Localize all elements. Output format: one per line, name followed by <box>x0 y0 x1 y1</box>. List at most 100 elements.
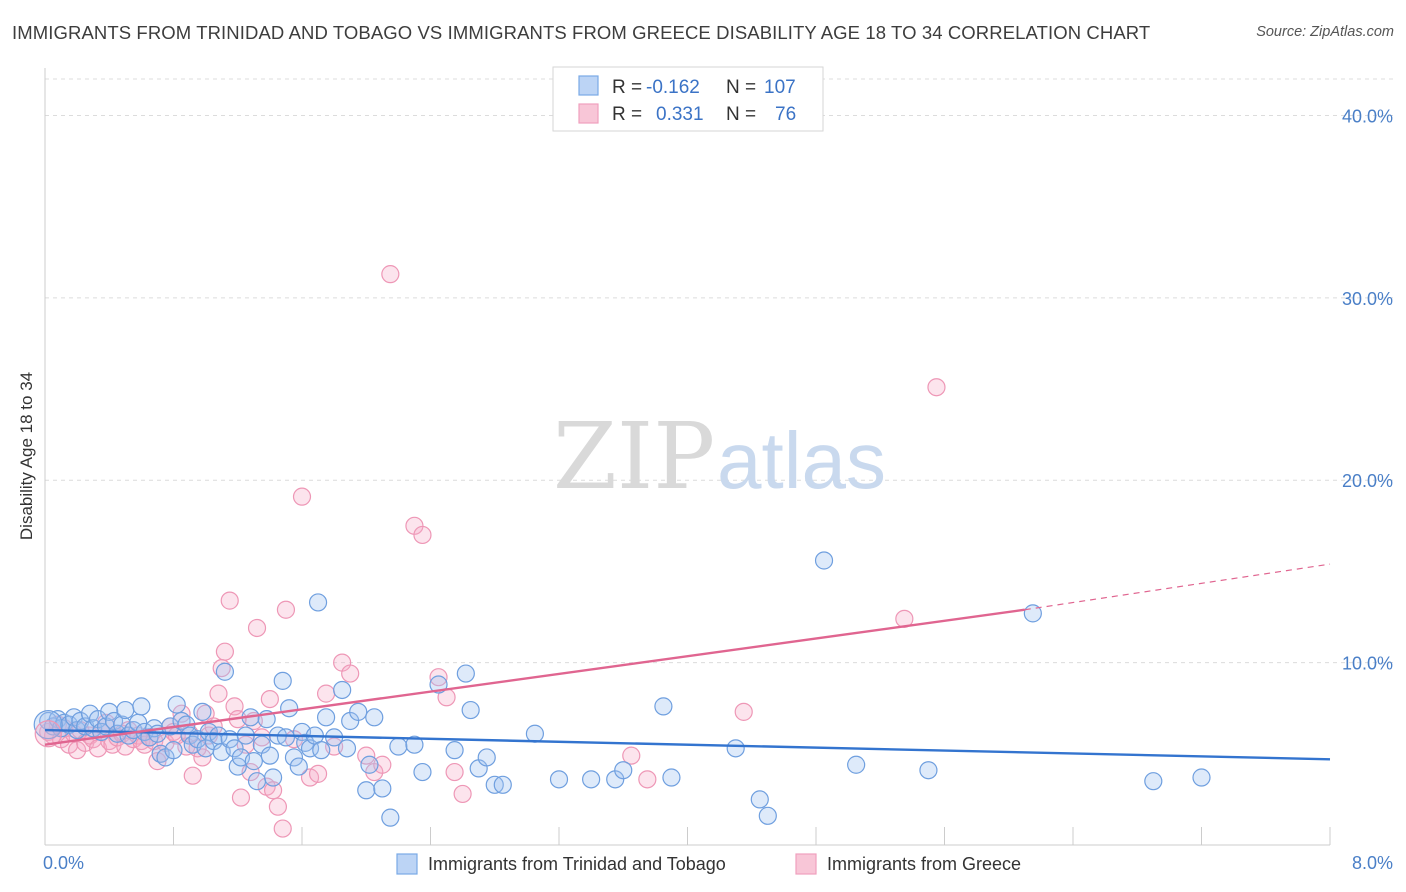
point-trinidad <box>349 702 368 721</box>
point-trinidad <box>225 739 244 758</box>
point-trinidad <box>360 755 379 774</box>
point-trinidad <box>525 724 545 743</box>
point-trinidad <box>445 741 464 760</box>
point-trinidad <box>273 671 292 690</box>
source-label: Source: ZipAtlas.com <box>1256 24 1394 40</box>
watermark-atlas: atlas <box>717 416 886 505</box>
point-greece <box>247 618 267 638</box>
trend-lines <box>44 563 1331 761</box>
point-greece <box>927 378 946 397</box>
point-greece <box>215 642 234 661</box>
watermark-zip: ZIP <box>553 403 715 510</box>
point-trinidad <box>199 722 218 742</box>
point-trinidad-cluster <box>33 710 63 740</box>
y-tick-label: 10.0% <box>1342 654 1393 674</box>
point-greece <box>316 684 336 703</box>
legend-n-label-2: N = <box>726 104 756 125</box>
point-trinidad <box>461 700 480 720</box>
x-tick-label-max: 8.0% <box>1352 853 1393 873</box>
legend-swatch-trinidad <box>578 75 599 96</box>
y-axis-title: Disability Age 18 to 34 <box>17 372 36 540</box>
point-trinidad <box>814 551 834 570</box>
bottom-legend-swatch-greece <box>795 853 817 875</box>
point-greece <box>172 704 191 723</box>
point-trinidad <box>316 708 336 727</box>
point-greece <box>273 819 292 838</box>
point-trinidad <box>549 770 569 789</box>
point-greece <box>308 764 328 783</box>
point-trinidad <box>132 697 151 716</box>
legend-r-label-2: R = <box>612 104 642 125</box>
point-greece <box>638 770 657 789</box>
point-greece <box>734 702 753 721</box>
point-greece <box>445 762 464 782</box>
point-trinidad <box>381 808 400 827</box>
legend-swatch-greece <box>578 103 599 124</box>
stats-legend: R = -0.162 N = 107 R = 0.331 N = 76 <box>552 66 824 132</box>
point-trinidad <box>167 695 186 714</box>
point-trinidad <box>654 697 673 716</box>
point-trinidad <box>215 662 234 681</box>
point-trinidad <box>758 806 777 825</box>
point-greece <box>209 684 228 703</box>
legend-n-value-1: 107 <box>764 77 796 98</box>
bottom-legend-label-greece: Immigrants from Greece <box>827 854 1021 874</box>
point-greece <box>231 788 251 807</box>
point-greece <box>268 797 288 816</box>
point-trinidad <box>413 762 432 782</box>
point-trinidad <box>477 748 496 767</box>
point-greece <box>252 728 271 747</box>
point-greece <box>453 784 472 804</box>
point-trinidad <box>373 779 392 798</box>
point-trinidad <box>405 735 424 754</box>
trend-line-greece <box>44 608 1025 746</box>
axes <box>44 68 1331 846</box>
point-trinidad <box>493 775 512 794</box>
point-trinidad <box>276 728 296 747</box>
chart-title: IMMIGRANTS FROM TRINIDAD AND TOBAGO VS I… <box>12 22 1151 43</box>
bottom-legend-label-trinidad: Immigrants from Trinidad and Tobago <box>428 854 726 874</box>
legend-r-value-2: 0.331 <box>656 104 704 125</box>
trend-line-greece-extension <box>1024 563 1331 611</box>
point-trinidad <box>365 708 384 727</box>
legend-n-value-2: 76 <box>775 104 796 125</box>
point-trinidad <box>263 768 283 787</box>
point-trinidad <box>337 739 357 758</box>
bottom-legend-swatch-trinidad <box>396 853 418 875</box>
legend-r-value-1: -0.162 <box>646 77 700 98</box>
point-greece <box>381 265 400 284</box>
y-tick-label: 30.0% <box>1342 289 1393 309</box>
point-greece <box>260 689 279 709</box>
point-greece <box>341 664 360 683</box>
point-trinidad <box>662 768 681 787</box>
legend-n-label-1: N = <box>726 77 756 98</box>
point-trinidad <box>456 664 475 683</box>
point-trinidad <box>1192 768 1211 787</box>
point-trinidad <box>244 752 263 771</box>
point-trinidad <box>847 755 866 774</box>
point-greece <box>220 591 239 610</box>
point-trinidad <box>1144 772 1163 791</box>
point-trinidad <box>389 737 408 756</box>
point-trinidad <box>284 748 304 767</box>
point-greece <box>183 766 202 785</box>
point-trinidad <box>289 757 308 776</box>
point-greece <box>276 600 296 619</box>
point-trinidad <box>333 680 352 700</box>
trend-line-trinidad <box>44 728 1331 761</box>
point-trinidad <box>260 746 279 765</box>
point-trinidad <box>308 593 328 612</box>
point-greece-cluster <box>34 720 62 748</box>
point-trinidad <box>614 761 633 780</box>
point-greece <box>373 755 392 774</box>
point-trinidad <box>726 739 745 758</box>
point-trinidad <box>312 741 331 760</box>
point-trinidad <box>582 770 601 789</box>
bottom-legend: Immigrants from Trinidad and Tobago Immi… <box>396 853 1021 875</box>
point-greece <box>413 525 432 545</box>
point-trinidad <box>100 702 119 721</box>
point-trinidad <box>280 699 299 718</box>
point-trinidad <box>919 761 938 780</box>
y-tick-label: 40.0% <box>1342 106 1393 126</box>
